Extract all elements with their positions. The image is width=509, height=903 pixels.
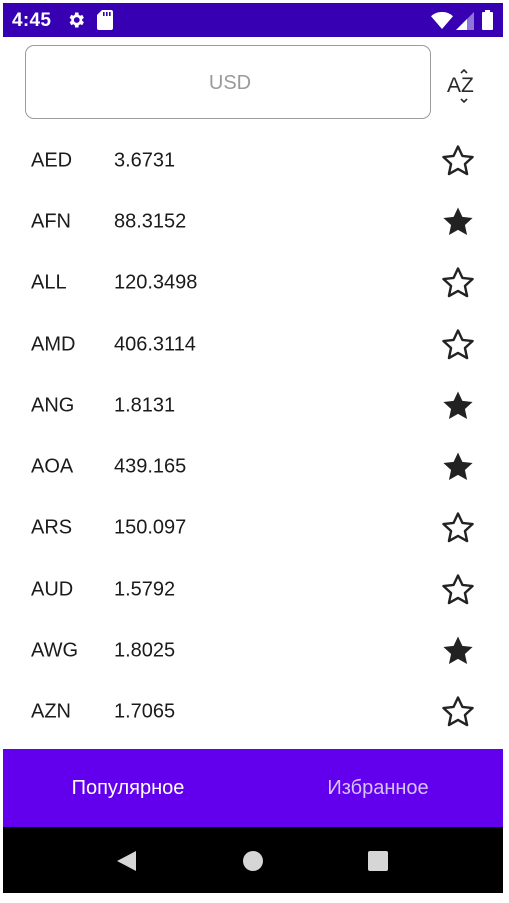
currency-code: ANG bbox=[31, 394, 75, 417]
currency-row[interactable]: ALL 120.3498 bbox=[3, 253, 503, 314]
currency-code: AED bbox=[31, 149, 73, 172]
currency-row[interactable]: AFN 88.3152 bbox=[3, 191, 503, 252]
currency-code: AFN bbox=[31, 210, 71, 233]
tab-favorites[interactable]: Избранное bbox=[327, 776, 429, 799]
status-bar: 4:45 bbox=[3, 3, 503, 37]
status-time: 4:45 bbox=[12, 10, 52, 31]
search-bar: AZ bbox=[3, 37, 503, 133]
sort-az-icon: AZ bbox=[447, 69, 474, 104]
currency-search-box[interactable] bbox=[25, 45, 434, 120]
currency-row[interactable]: AMD 406.3114 bbox=[3, 314, 503, 375]
app-screen: 4:45 AZ bbox=[3, 3, 503, 893]
currency-row[interactable]: AOA 439.165 bbox=[3, 436, 503, 497]
star-filled-icon[interactable] bbox=[441, 450, 475, 484]
system-navigation-bar bbox=[3, 827, 503, 893]
currency-code: ALL bbox=[31, 271, 67, 294]
currency-rate: 439.165 bbox=[114, 455, 187, 478]
currency-row[interactable]: ANG 1.8131 bbox=[3, 375, 503, 436]
home-icon[interactable] bbox=[242, 850, 264, 872]
currency-list: AED 3.6731 AFN 88.3152 ALL 120.3498 AMD 406.311… bbox=[3, 130, 503, 743]
currency-search-input[interactable] bbox=[26, 46, 434, 120]
star-filled-icon[interactable] bbox=[441, 205, 475, 239]
currency-row[interactable]: AWG 1.8025 bbox=[3, 620, 503, 681]
star-outline-icon[interactable] bbox=[441, 695, 475, 729]
currency-code: AMD bbox=[31, 333, 76, 356]
star-outline-icon[interactable] bbox=[441, 573, 475, 607]
sd-card-icon bbox=[97, 10, 113, 30]
star-outline-icon[interactable] bbox=[441, 328, 475, 362]
recents-icon[interactable] bbox=[368, 851, 388, 871]
wifi-icon bbox=[431, 12, 453, 29]
signal-icon bbox=[456, 12, 474, 30]
battery-icon bbox=[482, 10, 493, 30]
currency-code: AUD bbox=[31, 578, 74, 601]
currency-code: AZN bbox=[31, 700, 71, 723]
star-outline-icon[interactable] bbox=[441, 511, 475, 545]
star-outline-icon[interactable] bbox=[441, 144, 475, 178]
currency-row[interactable]: AZN 1.7065 bbox=[3, 682, 503, 743]
currency-code: AOA bbox=[31, 455, 74, 478]
tab-popular[interactable]: Популярное bbox=[71, 776, 185, 799]
currency-rate: 1.5792 bbox=[114, 578, 176, 601]
back-icon[interactable] bbox=[114, 849, 138, 873]
sort-az-label: AZ bbox=[447, 74, 474, 97]
currency-rate: 150.097 bbox=[114, 516, 187, 539]
bottom-navigation: Популярное Избранное bbox=[3, 749, 503, 827]
currency-rate: 88.3152 bbox=[114, 210, 187, 233]
currency-rate: 3.6731 bbox=[114, 149, 176, 172]
currency-rate: 120.3498 bbox=[114, 271, 198, 294]
currency-rate: 1.8131 bbox=[114, 394, 176, 417]
currency-row[interactable]: ARS 150.097 bbox=[3, 498, 503, 559]
star-filled-icon[interactable] bbox=[441, 634, 475, 668]
currency-code: AWG bbox=[31, 639, 79, 662]
gear-icon bbox=[69, 12, 84, 28]
currency-rate: 406.3114 bbox=[114, 333, 196, 356]
star-filled-icon[interactable] bbox=[441, 389, 475, 423]
currency-code: ARS bbox=[31, 516, 73, 539]
currency-rate: 1.7065 bbox=[114, 700, 176, 723]
currency-row[interactable]: AED 3.6731 bbox=[3, 130, 503, 191]
sort-button[interactable]: AZ bbox=[443, 65, 487, 109]
star-outline-icon[interactable] bbox=[441, 266, 475, 300]
currency-row[interactable]: AUD 1.5792 bbox=[3, 559, 503, 620]
currency-rate: 1.8025 bbox=[114, 639, 176, 662]
